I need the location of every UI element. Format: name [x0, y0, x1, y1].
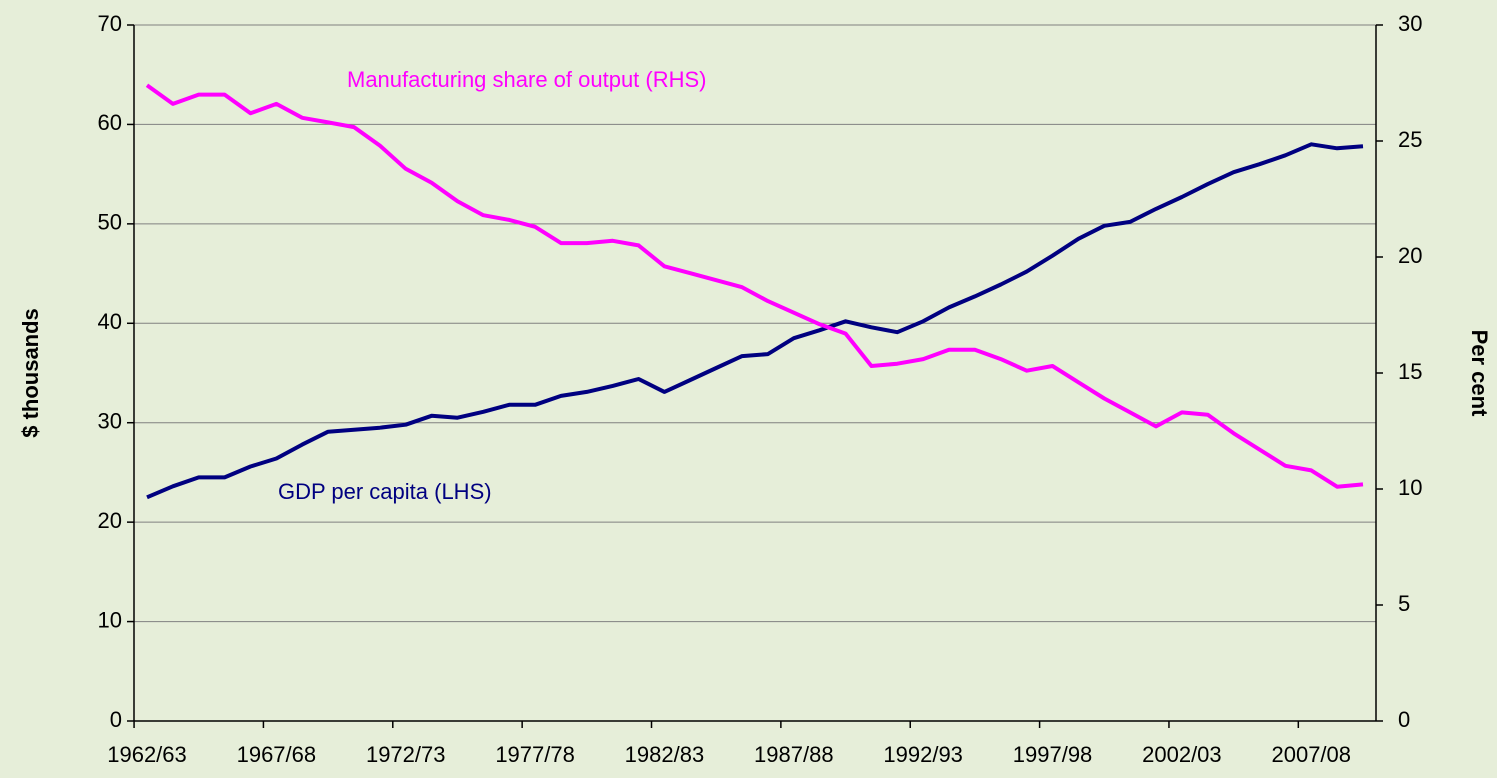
x-tick-label: 1992/93	[883, 742, 963, 767]
y-tick-label: 60	[98, 110, 122, 135]
annotation: GDP per capita (LHS)	[278, 479, 492, 504]
series-line	[145, 83, 1364, 489]
x-tick-label: 1997/98	[1013, 742, 1093, 767]
x-tick-label: 1967/68	[237, 742, 317, 767]
y-tick-label: 0	[110, 707, 122, 732]
y-tick-label: 20	[98, 508, 122, 533]
y2-tick-label: 20	[1398, 243, 1422, 268]
y2-tick-label: 5	[1398, 591, 1410, 616]
series-line	[146, 142, 1364, 500]
y-tick-label: 40	[98, 309, 122, 334]
x-tick-label: 1982/83	[625, 742, 705, 767]
y-axis-title: $ thousands	[18, 308, 43, 438]
y2-tick-label: 15	[1398, 359, 1422, 384]
y2-tick-label: 30	[1398, 11, 1422, 36]
annotation: Manufacturing share of output (RHS)	[347, 67, 707, 92]
y-tick-label: 30	[98, 409, 122, 434]
x-tick-label: 1962/63	[107, 742, 187, 767]
x-tick-label: 2002/03	[1142, 742, 1222, 767]
y2-axis-title: Per cent	[1467, 330, 1492, 417]
y-tick-label: 70	[98, 11, 122, 36]
y2-tick-label: 25	[1398, 127, 1422, 152]
y-tick-label: 50	[98, 210, 122, 235]
x-tick-label: 1987/88	[754, 742, 834, 767]
x-tick-label: 1977/78	[495, 742, 575, 767]
y2-tick-label: 0	[1398, 707, 1410, 732]
x-tick-label: 2007/08	[1271, 742, 1351, 767]
x-tick-label: 1972/73	[366, 742, 446, 767]
y2-tick-label: 10	[1398, 475, 1422, 500]
y-tick-label: 10	[98, 607, 122, 632]
